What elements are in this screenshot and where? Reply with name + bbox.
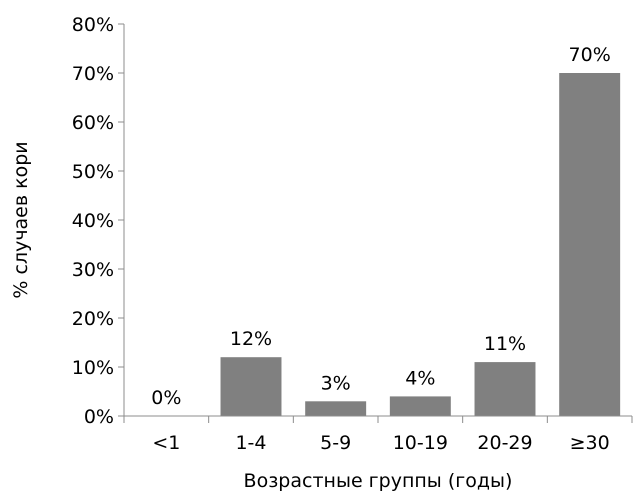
y-tick-label: 10%: [72, 357, 114, 379]
x-axis: <1 1-4 5-9 10-19 20-29 ≥30: [123, 415, 633, 454]
data-label: 0%: [151, 387, 181, 409]
x-axis-title: Возрастные группы (годы): [244, 470, 513, 492]
bar: [389, 396, 451, 416]
y-tick-label: 80%: [72, 14, 114, 36]
data-labels-group: 0% 12% 3% 4% 11% 70%: [151, 44, 611, 409]
y-axis: 0% 10% 20% 30% 40% 50% 60% 70% 80%: [72, 14, 125, 428]
bars-group: [220, 73, 621, 416]
bar: [305, 401, 367, 416]
y-tick-label: 30%: [72, 259, 114, 281]
y-axis-title: % случаев кори: [10, 141, 32, 298]
x-tick-label: ≥30: [570, 432, 610, 454]
data-label: 70%: [569, 44, 611, 66]
data-label: 3%: [321, 372, 351, 394]
y-tick-label: 50%: [72, 161, 114, 183]
y-tick-label: 60%: [72, 112, 114, 134]
y-tick-label: 70%: [72, 63, 114, 85]
data-label: 12%: [230, 328, 272, 350]
y-tick-label: 40%: [72, 210, 114, 232]
x-tick-label: 5-9: [320, 432, 351, 454]
x-tick-label: 1-4: [235, 432, 266, 454]
data-label: 4%: [405, 367, 435, 389]
x-tick-label: <1: [152, 432, 180, 454]
x-tick-label: 20-29: [477, 432, 532, 454]
bar: [220, 357, 282, 416]
bar: [474, 362, 536, 416]
data-label: 11%: [484, 333, 526, 355]
y-tick-label: 20%: [72, 308, 114, 330]
bar: [559, 73, 621, 416]
y-tick-label: 0%: [84, 406, 114, 428]
x-tick-label: 10-19: [393, 432, 448, 454]
